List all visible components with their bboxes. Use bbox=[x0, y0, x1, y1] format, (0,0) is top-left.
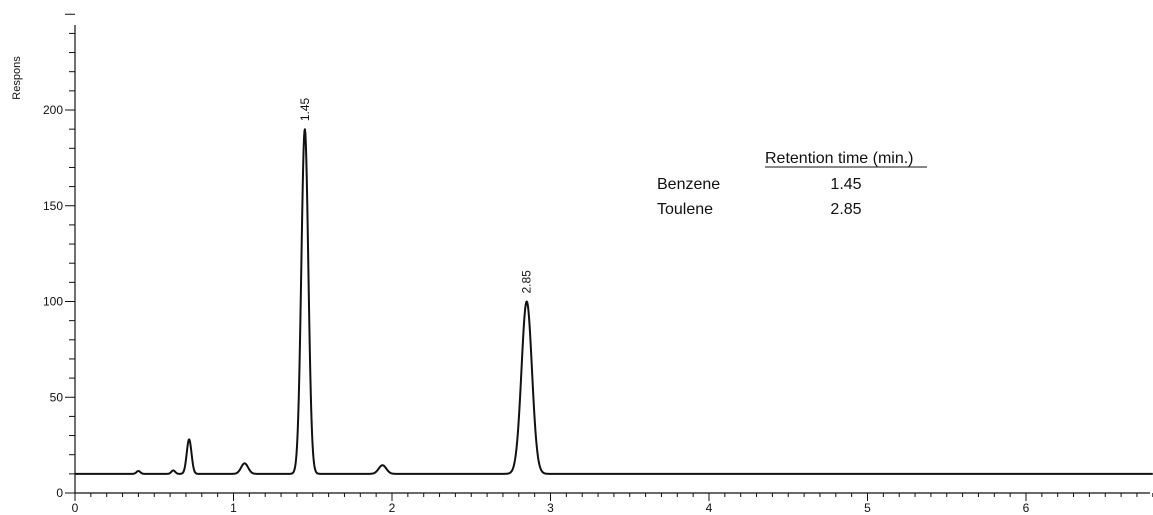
y-tick-label: 0 bbox=[56, 486, 63, 500]
peak-label: 1.45 bbox=[298, 97, 312, 121]
y-axis-label: Respons bbox=[11, 56, 23, 100]
retention-time-benzene: 1.45 bbox=[830, 176, 861, 193]
peak-labels: 1.45 2.85 bbox=[298, 97, 534, 293]
compound-name-toulene: Toulene bbox=[657, 201, 713, 218]
compound-name-benzene: Benzene bbox=[657, 176, 720, 193]
tick-labels: 0 50 100 150 200 0 1 2 3 4 5 6 bbox=[43, 103, 1030, 515]
peak-label: 2.85 bbox=[520, 270, 534, 294]
y-tick-label: 100 bbox=[43, 295, 63, 309]
y-tick-label: 200 bbox=[43, 103, 63, 117]
retention-table-header: Retention time (min.) bbox=[765, 150, 914, 167]
x-tick-label: 5 bbox=[864, 501, 871, 515]
axis-ticks bbox=[65, 13, 1153, 501]
y-tick-label: 150 bbox=[43, 199, 63, 213]
y-tick-label: 50 bbox=[50, 390, 64, 404]
chromatogram-trace bbox=[74, 128, 1153, 475]
retention-time-table: Retention time (min.) Benzene 1.45 Toule… bbox=[657, 150, 927, 218]
x-tick-label: 3 bbox=[547, 501, 554, 515]
x-tick-label: 4 bbox=[706, 501, 713, 515]
axes bbox=[74, 25, 1150, 494]
x-tick-label: 6 bbox=[1023, 501, 1030, 515]
retention-time-toulene: 2.85 bbox=[830, 201, 861, 218]
x-tick-label: 1 bbox=[230, 501, 237, 515]
x-tick-label: 2 bbox=[389, 501, 396, 515]
x-tick-label: 0 bbox=[72, 501, 79, 515]
